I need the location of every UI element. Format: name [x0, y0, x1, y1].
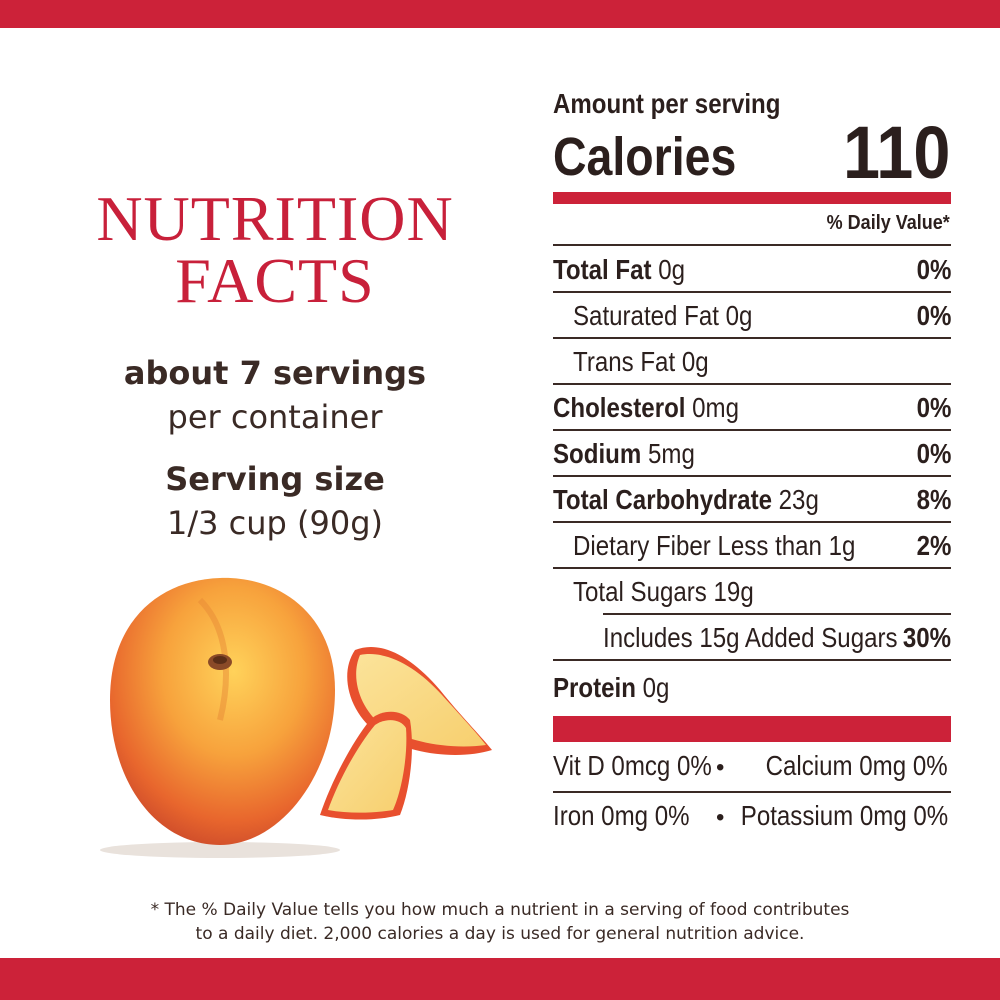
divider	[603, 613, 951, 615]
divider	[553, 383, 951, 385]
calcium-value: Calcium 0mg 0%	[765, 750, 948, 781]
nutrient-label: Total Carbohydrate 23g	[553, 484, 819, 515]
iron-value: Iron 0mg 0%	[553, 800, 690, 831]
title-line-1: NUTRITION	[96, 183, 454, 254]
serving-size-label: Serving size	[165, 460, 385, 498]
divider	[553, 521, 951, 523]
nutrient-dv: 30%	[902, 622, 951, 653]
nutrient-row-total-carbohydrate: Total Carbohydrate 23g 8%	[553, 478, 951, 522]
nutrient-label: Total Fat 0g	[553, 254, 686, 285]
nutrient-label: Protein 0g	[553, 672, 670, 703]
nutrient-dv: 0%	[916, 254, 951, 285]
nutrient-dv: 0%	[916, 438, 951, 469]
nutrient-label: Includes 15g Added Sugars	[603, 622, 898, 653]
divider	[553, 337, 951, 339]
nutrient-dv: 2%	[916, 530, 951, 561]
peach-with-slices-icon	[100, 577, 492, 858]
servings-per-container: per container	[167, 398, 383, 436]
divider	[553, 659, 951, 661]
nutrient-row-protein: Protein 0g	[553, 666, 951, 710]
nutrient-label: Dietary Fiber Less than 1g	[573, 530, 856, 561]
divider	[553, 791, 951, 793]
calories-label: Calories	[553, 127, 737, 187]
nutrient-row-saturated-fat: Saturated Fat 0g 0%	[553, 294, 951, 338]
nutrient-dv: 0%	[916, 392, 951, 423]
nutrient-row-sodium: Sodium 5mg 0%	[553, 432, 951, 476]
divider	[553, 567, 951, 569]
page-title: NUTRITION FACTS	[40, 183, 510, 316]
separator-bullet: •	[716, 804, 725, 831]
vitamin-d-value: Vit D 0mcg 0%	[553, 750, 712, 781]
nutrient-row-dietary-fiber: Dietary Fiber Less than 1g 2%	[553, 524, 951, 568]
nutrient-label: Trans Fat 0g	[573, 346, 709, 377]
divider	[553, 429, 951, 431]
amount-per-serving-label: Amount per serving	[553, 88, 781, 119]
title-line-2: FACTS	[175, 245, 375, 316]
footnote-line-2: to a daily diet. 2,000 calories a day is…	[195, 924, 805, 944]
divider	[553, 475, 951, 477]
nutrient-row-added-sugars: Includes 15g Added Sugars 30%	[553, 616, 951, 660]
nutrient-label: Total Sugars 19g	[573, 576, 754, 607]
nutrient-row-trans-fat: Trans Fat 0g	[553, 340, 951, 384]
nutrient-label: Cholesterol 0mg	[553, 392, 740, 423]
divider	[553, 291, 951, 293]
servings-count: about 7 servings	[123, 354, 427, 392]
calories-divider	[553, 192, 951, 204]
nutrient-label: Sodium 5mg	[553, 438, 695, 469]
nutrient-row-cholesterol: Cholesterol 0mg 0%	[553, 386, 951, 430]
footnote-line-1: * The % Daily Value tells you how much a…	[150, 900, 850, 920]
nutrient-dv: 0%	[916, 300, 951, 331]
daily-value-footnote: * The % Daily Value tells you how much a…	[60, 898, 940, 946]
nutrient-label: Saturated Fat 0g	[573, 300, 753, 331]
calories-value: 110	[842, 111, 950, 194]
serving-size-value: 1/3 cup (90g)	[166, 504, 384, 542]
separator-bullet: •	[716, 754, 725, 781]
vitamins-divider	[553, 716, 951, 742]
top-red-band	[0, 0, 1000, 28]
nutrient-row-total-sugars: Total Sugars 19g	[553, 570, 951, 614]
daily-value-header: % Daily Value*	[826, 212, 950, 234]
bottom-red-band	[0, 958, 1000, 1000]
potassium-value: Potassium 0mg 0%	[740, 800, 948, 831]
nutrient-row-total-fat: Total Fat 0g 0%	[553, 248, 951, 292]
nutrient-dv: 8%	[916, 484, 951, 515]
divider	[553, 244, 951, 246]
